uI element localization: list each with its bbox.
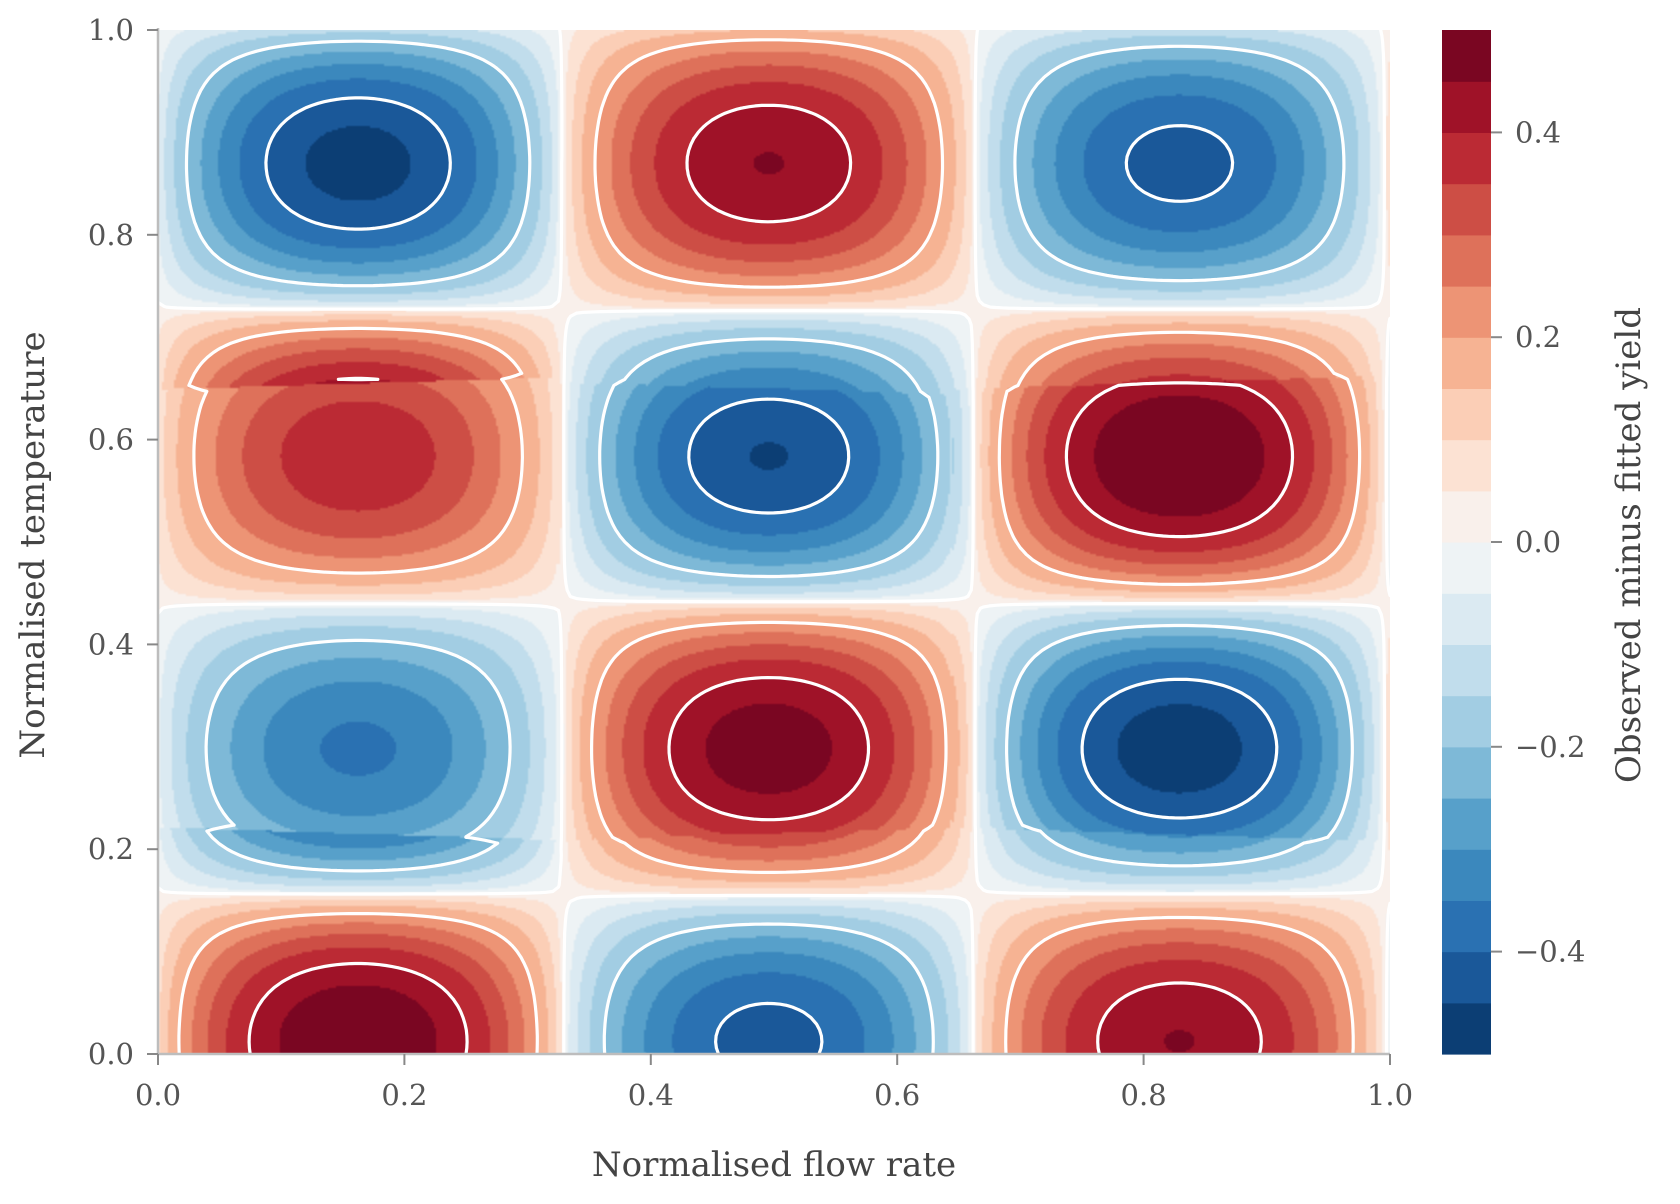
- y-tick-label: 0.2: [88, 832, 134, 866]
- colorbar-band: [1442, 286, 1491, 338]
- colorbar-band: [1442, 337, 1491, 389]
- colorbar-band: [1442, 900, 1491, 953]
- x-tick-label: 0.8: [1121, 1078, 1167, 1112]
- colorbar-band: [1442, 849, 1491, 901]
- colorbar-band: [1442, 132, 1491, 185]
- colorbar-title: Observed minus fitted yield: [1609, 307, 1649, 783]
- plot-area: [156, 28, 1392, 1056]
- colorbar-band: [1442, 644, 1491, 697]
- colorbar-band: [1442, 388, 1491, 441]
- colorbar-tick-label: −0.2: [1515, 730, 1585, 764]
- contour-line-0.2: [177, 38, 1362, 1056]
- colorbar-band: [1442, 30, 1491, 82]
- colorbar-tick-label: 0.0: [1515, 525, 1561, 559]
- contour-line-0: [156, 28, 1392, 1056]
- contour-line-neg0.2: [184, 39, 1354, 1056]
- contour-line-neg0.4: [264, 96, 1279, 1056]
- contour-fill: [158, 30, 1390, 1054]
- y-tick-label: 1.0: [88, 13, 134, 47]
- x-tick-label: 0.6: [874, 1078, 920, 1112]
- colorbar-band: [1442, 234, 1491, 287]
- colorbar-band: [1442, 1002, 1491, 1055]
- colorbar-band: [1442, 490, 1491, 543]
- x-axis-title: Normalised flow rate: [592, 1145, 956, 1185]
- y-tick-label: 0.0: [88, 1037, 134, 1071]
- colorbar-band: [1442, 951, 1491, 1004]
- axes: 0.0 0.2 0.4 0.6 0.8 1.0 0.0 0.2 0.4 0.6 0.8 1.0: [88, 13, 1413, 1112]
- colorbar-band: [1442, 439, 1491, 492]
- y-tick-label: 0.4: [88, 627, 134, 661]
- colorbar-band: [1442, 798, 1491, 850]
- colorbar-band: [1442, 542, 1491, 594]
- y-tick-label: 0.6: [88, 423, 134, 457]
- colorbar-band: [1442, 695, 1491, 748]
- colorbar-band: [1442, 593, 1491, 645]
- colorbar-tick-label: 0.2: [1515, 320, 1561, 354]
- y-tick-label: 0.8: [88, 218, 134, 252]
- contour-lines: [156, 28, 1392, 1056]
- colorbar: 0.4 0.2 0.0 −0.2 −0.4: [1442, 30, 1585, 1055]
- colorbar-tick-label: −0.4: [1515, 935, 1585, 969]
- colorbar-band: [1442, 183, 1491, 236]
- x-tick-label: 1.0: [1367, 1078, 1413, 1112]
- x-tick-label: 0.4: [628, 1078, 674, 1112]
- x-tick-label: 0.0: [135, 1078, 181, 1112]
- contour-line-0.4: [247, 103, 1295, 1056]
- colorbar-band: [1442, 81, 1491, 133]
- colorbar-band: [1442, 746, 1491, 799]
- x-tick-label: 0.2: [381, 1078, 427, 1112]
- y-axis-title: Normalised temperature: [13, 331, 53, 758]
- colorbar-tick-label: 0.4: [1515, 115, 1561, 149]
